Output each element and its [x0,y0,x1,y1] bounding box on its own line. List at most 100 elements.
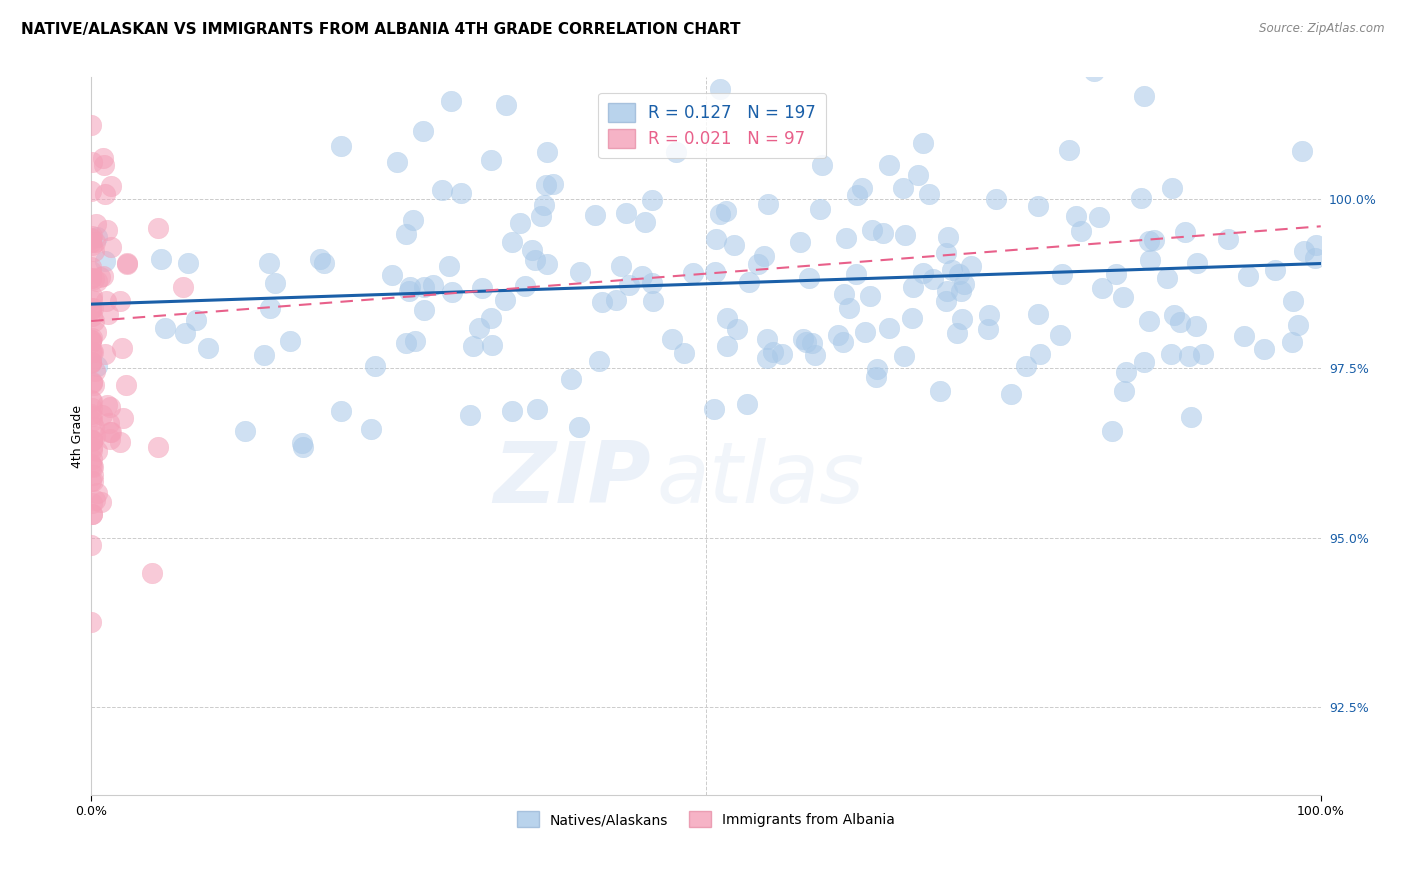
Point [641,194,664,208]
Point [541,177,564,191]
Point [614,205,637,219]
Point [845,268,868,282]
Point [860,223,883,237]
Point [115,378,138,392]
Point [115,257,138,271]
Point [1286,318,1309,333]
Point [716,204,738,219]
Point [100,425,122,440]
Point [80,451,103,466]
Point [98,416,121,430]
Point [754,249,776,263]
Point [450,186,472,200]
Point [398,284,420,298]
Point [1139,235,1161,249]
Point [661,332,683,346]
Point [94,293,117,308]
Point [440,94,463,108]
Point [98,432,121,446]
Point [82,496,104,510]
Point [97,307,120,321]
Point [1115,365,1137,379]
Point [82,344,104,359]
Point [1101,424,1123,438]
Point [184,313,207,327]
Point [872,226,894,240]
Point [80,433,103,447]
Point [747,257,769,271]
Point [877,158,900,172]
Point [1091,281,1114,295]
Text: Source: ZipAtlas.com: Source: ZipAtlas.com [1260,22,1385,36]
Point [494,293,516,307]
Point [93,151,115,165]
Point [1253,343,1275,357]
Point [1142,233,1164,247]
Point [716,339,738,353]
Point [80,333,103,347]
Point [1168,315,1191,329]
Point [278,334,301,349]
Point [259,301,281,315]
Point [756,332,779,346]
Point [174,326,197,340]
Point [80,333,103,347]
Point [605,293,627,307]
Point [1161,181,1184,195]
Point [80,184,103,198]
Point [859,289,882,303]
Point [789,235,811,249]
Point [643,293,665,308]
Point [80,354,103,368]
Point [526,402,548,417]
Point [80,154,103,169]
Point [936,284,959,298]
Point [1070,224,1092,238]
Point [1000,387,1022,401]
Point [1052,267,1074,281]
Point [1178,349,1201,363]
Point [911,266,934,280]
Point [80,376,103,390]
Point [960,260,983,274]
Point [530,210,553,224]
Point [460,408,482,422]
Point [1160,347,1182,361]
Point [1112,290,1135,304]
Point [108,294,131,309]
Point [141,566,163,581]
Point [91,408,114,422]
Point [834,287,856,301]
Point [149,252,172,266]
Point [1083,64,1105,78]
Point [84,326,107,340]
Point [1233,329,1256,343]
Point [86,229,108,244]
Point [1059,143,1081,157]
Point [893,181,915,195]
Point [80,235,103,250]
Point [80,335,103,350]
Point [1139,252,1161,267]
Point [80,119,103,133]
Point [1180,409,1202,424]
Point [835,231,858,245]
Point [673,346,696,360]
Point [80,538,103,552]
Y-axis label: 4th Grade: 4th Grade [72,405,84,467]
Point [591,294,613,309]
Point [761,345,783,359]
Point [98,401,121,415]
Point [90,495,112,509]
Point [704,232,727,246]
Point [756,197,779,211]
Point [1066,210,1088,224]
Point [479,153,502,168]
Point [853,325,876,339]
Point [501,235,523,250]
Point [630,269,652,284]
Point [1185,318,1208,333]
Point [80,301,103,315]
Point [115,256,138,270]
Point [80,303,103,318]
